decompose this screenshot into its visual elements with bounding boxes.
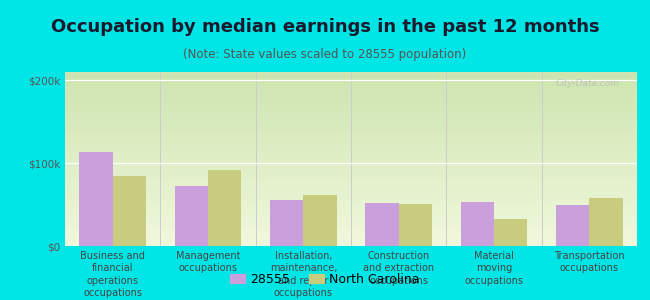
Bar — [65, 168, 637, 171]
Bar — [65, 95, 637, 98]
Bar — [65, 182, 637, 185]
Bar — [304, 195, 337, 246]
Bar — [65, 243, 637, 246]
Bar — [65, 92, 637, 95]
Bar — [65, 101, 637, 104]
Bar — [65, 217, 637, 220]
Bar — [65, 145, 637, 147]
Bar — [65, 200, 637, 202]
Bar — [494, 220, 527, 246]
Bar — [65, 234, 637, 237]
Bar — [65, 208, 637, 211]
Bar — [175, 186, 208, 246]
Bar — [65, 232, 637, 234]
Bar — [65, 171, 637, 173]
Bar — [398, 204, 432, 246]
Bar — [65, 136, 637, 139]
Bar — [65, 176, 637, 179]
Bar — [65, 179, 637, 182]
Bar — [65, 130, 637, 133]
Bar — [65, 81, 637, 84]
Bar — [65, 226, 637, 229]
Bar — [556, 205, 590, 246]
Bar — [590, 198, 623, 246]
Bar — [65, 156, 637, 159]
Bar — [65, 147, 637, 150]
Bar — [65, 110, 637, 112]
Bar — [65, 127, 637, 130]
Bar — [65, 139, 637, 142]
Bar — [65, 86, 637, 89]
Bar — [65, 107, 637, 110]
Bar — [365, 203, 398, 246]
Bar — [65, 89, 637, 92]
Bar — [65, 124, 637, 127]
Bar — [65, 162, 637, 165]
Bar — [65, 104, 637, 107]
Bar — [65, 75, 637, 78]
Bar — [65, 185, 637, 188]
Text: City-Data.com: City-Data.com — [556, 79, 620, 88]
Bar — [65, 78, 637, 81]
Bar — [65, 150, 637, 153]
Bar — [65, 206, 637, 208]
Bar — [65, 116, 637, 118]
Bar — [65, 191, 637, 194]
Bar — [208, 170, 241, 246]
Bar — [112, 176, 146, 246]
Bar — [65, 211, 637, 214]
Text: (Note: State values scaled to 28555 population): (Note: State values scaled to 28555 popu… — [183, 48, 467, 61]
Bar — [65, 72, 637, 75]
Bar — [65, 112, 637, 116]
Text: Occupation by median earnings in the past 12 months: Occupation by median earnings in the pas… — [51, 18, 599, 36]
Legend: 28555, North Carolina: 28555, North Carolina — [226, 268, 424, 291]
Bar — [65, 173, 637, 176]
Bar — [65, 229, 637, 232]
Bar — [461, 202, 494, 246]
Bar — [65, 153, 637, 156]
Bar — [65, 188, 637, 191]
Bar — [79, 152, 112, 246]
Bar — [65, 84, 637, 86]
Bar — [65, 197, 637, 200]
Bar — [65, 237, 637, 240]
Bar — [65, 223, 637, 226]
Bar — [65, 98, 637, 101]
Bar — [65, 159, 637, 162]
Bar — [65, 133, 637, 136]
Bar — [65, 220, 637, 223]
Bar — [65, 165, 637, 168]
Bar — [65, 194, 637, 197]
Bar — [65, 214, 637, 217]
Bar — [65, 118, 637, 121]
Bar — [65, 142, 637, 145]
Bar — [65, 121, 637, 124]
Bar — [65, 240, 637, 243]
Bar — [270, 200, 304, 246]
Bar — [65, 202, 637, 206]
